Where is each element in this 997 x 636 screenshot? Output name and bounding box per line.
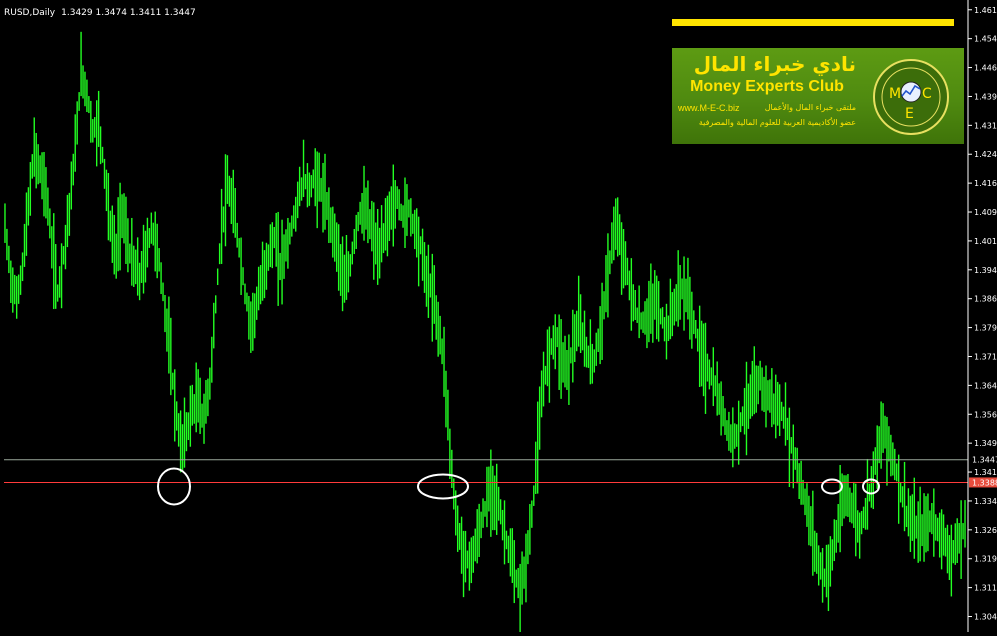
seal-letter-c: C: [922, 86, 932, 102]
price-axis: 1.4615 1.4540 1.4465 1.4390 1.4315 1.4240 1.41…: [968, 6, 997, 622]
logo-line1: www.M-E-C.biz ملتقى خبراء المال والأعمال: [678, 103, 856, 113]
price-bars: [4, 31, 966, 635]
level-price-tag: [969, 477, 997, 488]
highlight-oval-0: [157, 467, 191, 506]
ohlc-values: 1.3429 1.3474 1.3411 1.3447: [61, 8, 196, 18]
accent-bar: [672, 19, 954, 26]
price-tick-label-9: 1.3940: [974, 266, 997, 275]
logo-english-title: Money Experts Club: [690, 78, 844, 95]
price-tick-label-2: 1.4465: [974, 64, 997, 73]
price-tick-label-20: 1.3115: [974, 584, 997, 593]
price-tick-label-5: 1.4240: [974, 150, 997, 159]
price-tick-label-18: 1.3265: [974, 526, 997, 535]
price-tick-label-21: 1.3040: [974, 613, 997, 622]
price-tick-label-8: 1.4015: [974, 237, 997, 246]
logo-website: www.M-E-C.biz: [678, 103, 740, 113]
highlight-ovals: [157, 467, 880, 506]
highlight-oval-1: [417, 473, 469, 500]
price-tick-label-3: 1.4390: [974, 92, 997, 101]
price-tick-label-13: 1.3640: [974, 381, 997, 390]
price-tick-label-19: 1.3190: [974, 555, 997, 564]
logo-arabic-title: نادي خبراء المال: [693, 52, 856, 76]
price-tick-label-17: 1.3340: [974, 497, 997, 506]
price-tick-label-16: 1.3415: [974, 468, 997, 477]
price-tick-label-7: 1.4090: [974, 208, 997, 217]
highlight-oval-3: [862, 478, 880, 495]
price-tick-label-10: 1.3865: [974, 295, 997, 304]
current-price-tag: [969, 454, 997, 465]
seal-letter-e: E: [905, 106, 914, 122]
current-price-label: 1.3447: [972, 456, 997, 465]
price-tick-label-0: 1.4615: [974, 6, 997, 15]
price-tick-label-14: 1.3565: [974, 410, 997, 419]
mec-seal-icon: M C E: [873, 59, 949, 135]
price-tick-label-1: 1.4540: [974, 35, 997, 44]
money-experts-club-logo: نادي خبراء المال Money Experts Club www.…: [672, 48, 964, 144]
logo-arabic-line1: ملتقى خبراء المال والأعمال: [764, 103, 856, 112]
horizontal-levels: 1.3447 1.3388: [4, 454, 997, 488]
price-tick-label-12: 1.3715: [974, 352, 997, 361]
symbol-timeframe: RUSD,Daily: [4, 8, 56, 18]
logo-arabic-line2: عضو الأكاديمية العربية للعلوم المالية وا…: [698, 118, 856, 127]
chart-header: RUSD,Daily 1.3429 1.3474 1.3411 1.3447: [4, 8, 196, 18]
price-tick-label-15: 1.3490: [974, 439, 997, 448]
price-tick-label-6: 1.4165: [974, 179, 997, 188]
level-price-label: 1.3388: [972, 478, 997, 487]
price-tick-label-4: 1.4315: [974, 121, 997, 130]
price-tick-label-11: 1.3790: [974, 324, 997, 333]
highlight-oval-2: [821, 478, 843, 495]
seal-letter-m: M: [889, 86, 901, 102]
